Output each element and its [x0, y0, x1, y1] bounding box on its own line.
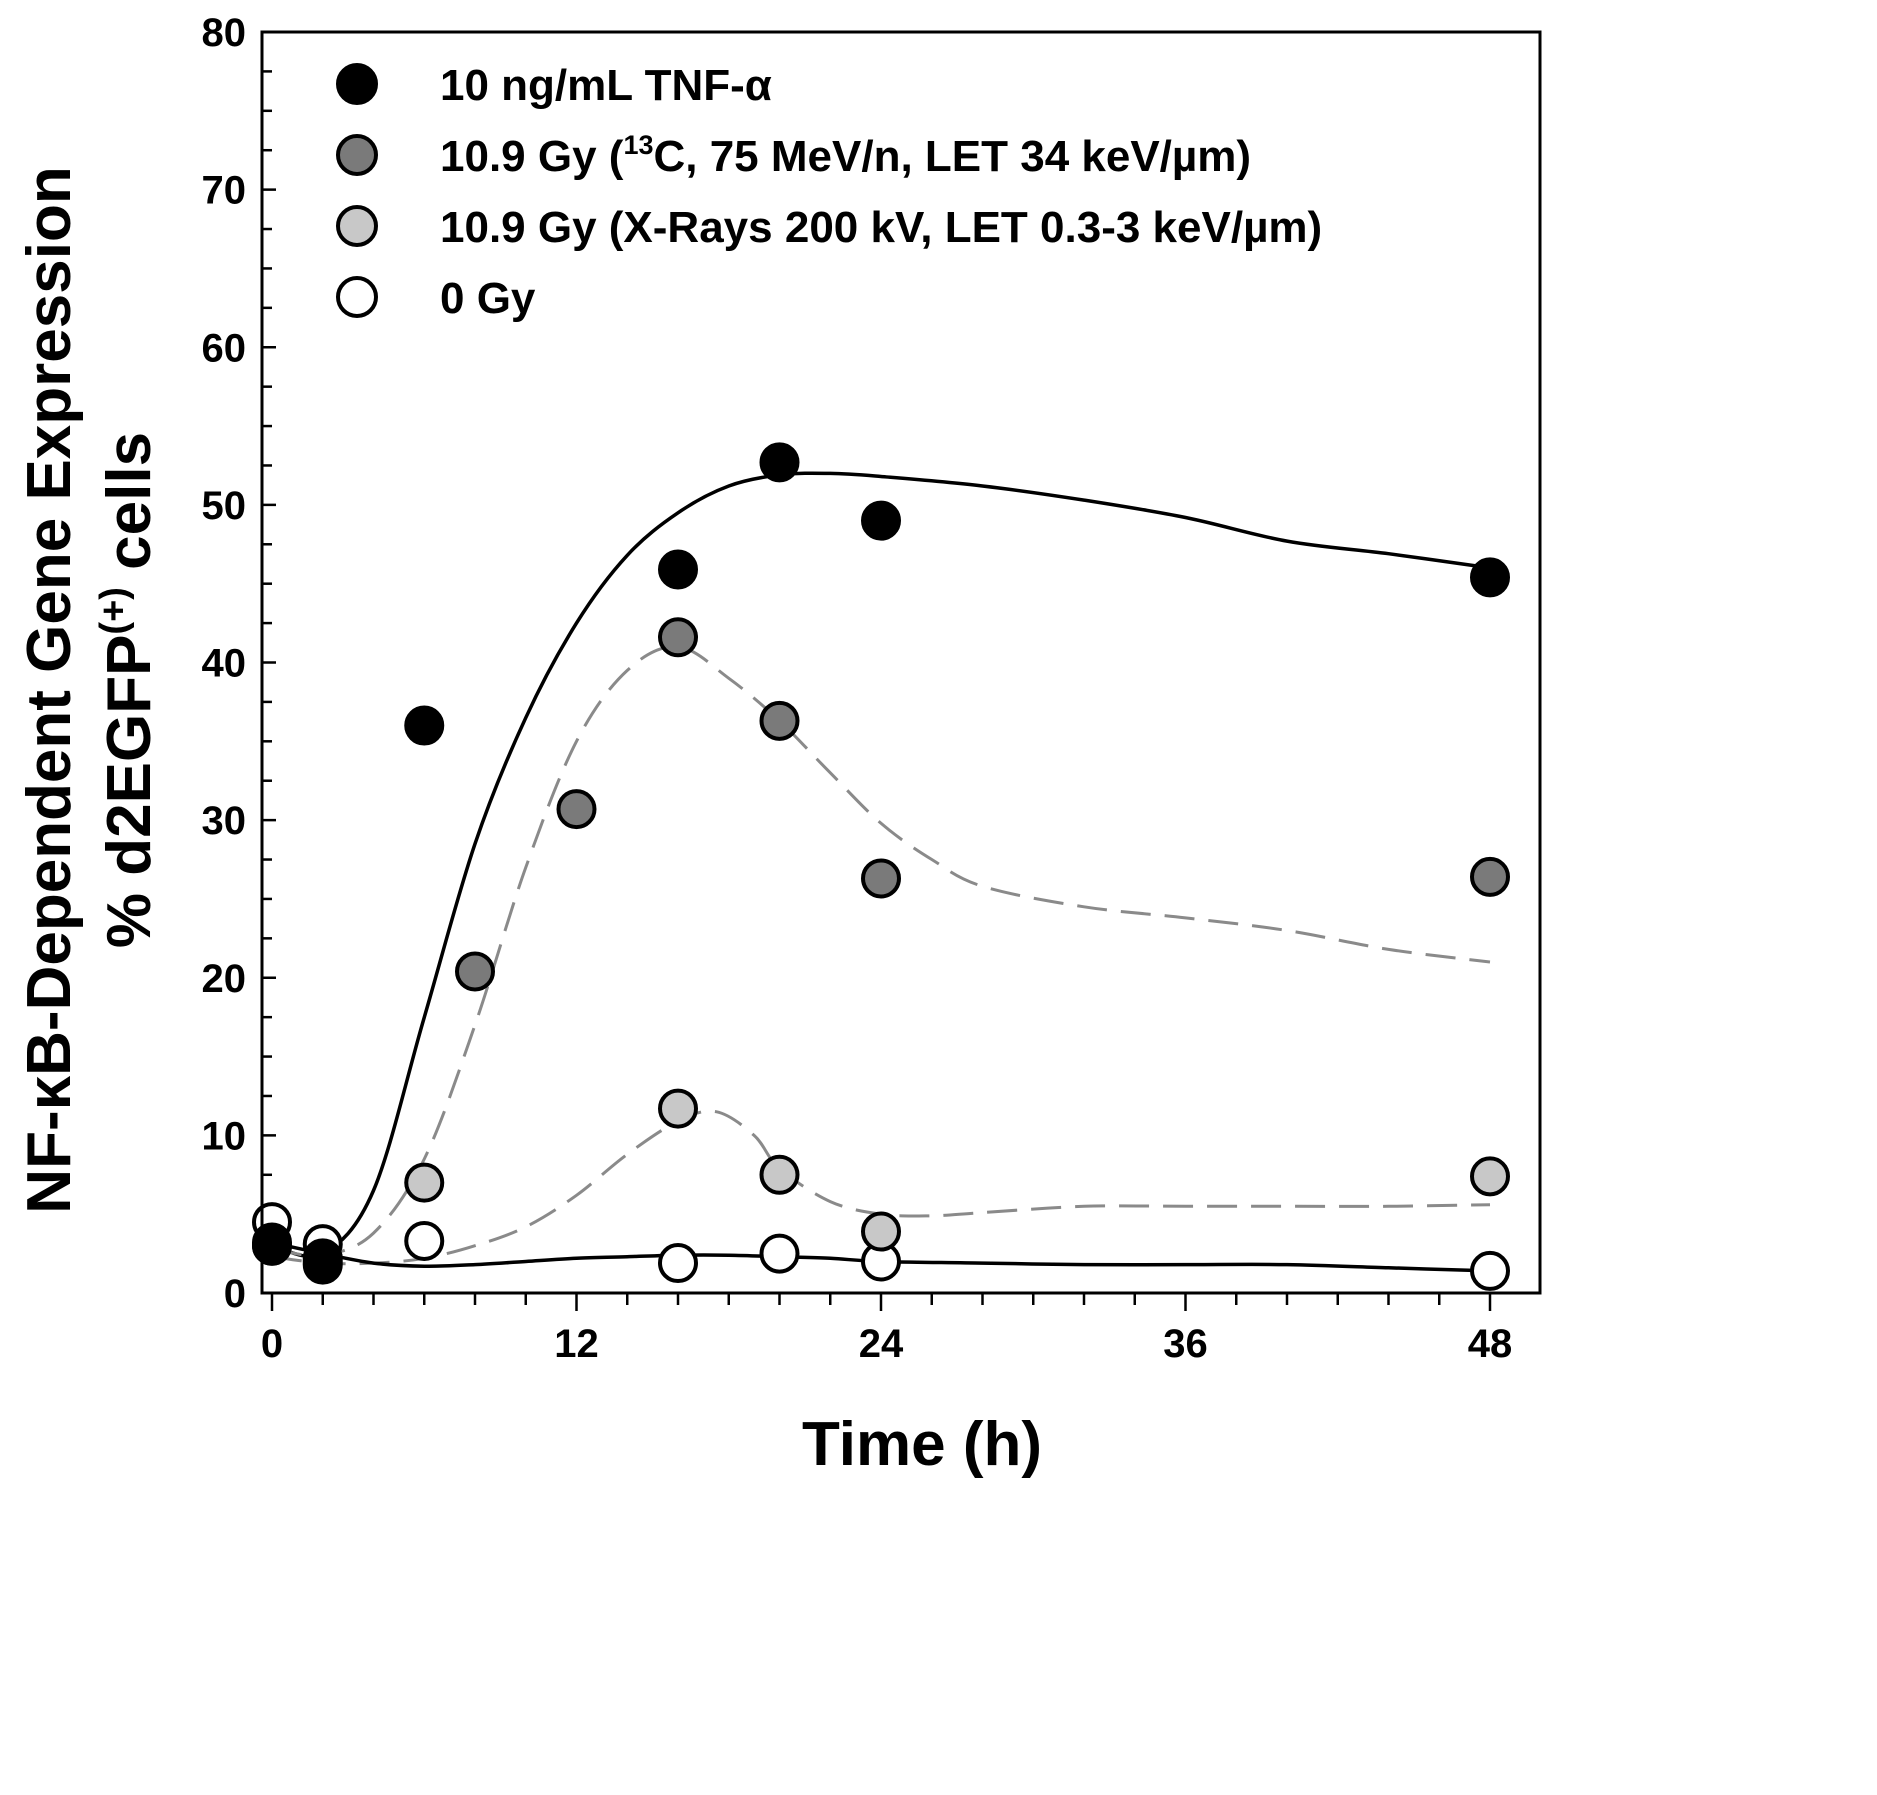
data-points [252, 442, 1510, 1291]
legend: 10 ng/mL TNF-α 10.9 Gy (13C, 75 MeV/n, L… [336, 61, 1322, 323]
fit-curve-series-2 [271, 1109, 1491, 1266]
y-tick-label: 60 [202, 326, 247, 370]
x-tick-label: 0 [261, 1322, 283, 1366]
data-point-series-0 [302, 1238, 343, 1279]
legend-marker-tnf [336, 63, 378, 105]
legend-label-xray: 10.9 Gy (X-Rays 200 kV, LET 0.3-3 keV/µm… [440, 203, 1322, 252]
y-axis-title-line2-suffix: cells [95, 432, 164, 587]
fit-curve-series-1 [271, 645, 1491, 1258]
legend-marker-control [336, 276, 378, 318]
y-tick-label: 80 [202, 11, 247, 55]
data-point-series-1 [556, 789, 597, 830]
legend-label-tnf: 10 ng/mL TNF-α [440, 61, 772, 110]
y-axis-title-line2: % d2EGFP(+) cells [93, 432, 164, 948]
data-point-series-1 [455, 951, 495, 992]
x-tick-label: 12 [554, 1322, 599, 1366]
data-point-series-0 [658, 549, 698, 590]
legend-item-control: 0 Gy [336, 274, 536, 323]
x-tick-label: 48 [1468, 1322, 1513, 1366]
legend-item-xray: 10.9 Gy (X-Rays 200 kV, LET 0.3-3 keV/µm… [336, 203, 1322, 252]
data-point-series-1 [658, 617, 698, 658]
y-tick-label: 10 [202, 1114, 247, 1158]
data-point-series-3 [658, 1243, 698, 1284]
data-point-series-2 [404, 1162, 445, 1203]
y-tick-label: 50 [202, 484, 247, 528]
tick-labels: 0 10 20 30 40 50 60 70 80 0 12 24 36 48 [202, 11, 1513, 1366]
legend-item-tnf: 10 ng/mL TNF-α [336, 61, 772, 110]
y-tick-label: 30 [202, 799, 247, 843]
y-tick-label: 70 [202, 169, 247, 213]
axis-ticks [262, 30, 1492, 1311]
data-point-series-3 [1470, 1250, 1510, 1291]
plot-area-frame [260, 30, 1542, 1295]
data-point-series-1 [1470, 856, 1510, 897]
y-tick-label: 0 [224, 1272, 246, 1316]
legend-label-control: 0 Gy [440, 274, 536, 323]
y-axis-title: NF-κB-Dependent Gene Expression % d2EGFP… [15, 166, 164, 1213]
data-point-series-0 [404, 705, 445, 746]
fit-curve-series-0 [271, 471, 1491, 1259]
legend-label-carbon-suffix: C, 75 MeV/n, LET 34 keV/µm) [653, 132, 1251, 181]
legend-label-carbon: 10.9 Gy (13C, 75 MeV/n, LET 34 keV/µm) [440, 130, 1251, 181]
data-point-series-2 [1470, 1156, 1510, 1197]
data-point-series-1 [861, 858, 901, 899]
data-point-series-0 [759, 442, 800, 483]
x-tick-label: 24 [859, 1322, 904, 1366]
data-point-series-2 [861, 1211, 901, 1252]
legend-marker-xray [336, 205, 378, 247]
y-axis-title-line2-prefix: % d2EGFP [95, 635, 164, 949]
data-point-series-3 [404, 1220, 445, 1261]
x-axis-title: Time (h) [802, 1410, 1042, 1479]
legend-label-carbon-prefix: 10.9 Gy ( [440, 132, 624, 181]
legend-label-carbon-superscript: 13 [623, 130, 653, 160]
data-point-series-0 [252, 1222, 292, 1263]
legend-marker-carbon [336, 134, 378, 176]
y-tick-label: 40 [202, 642, 247, 686]
data-point-series-1 [759, 700, 800, 741]
legend-item-carbon: 10.9 Gy (13C, 75 MeV/n, LET 34 keV/µm) [336, 130, 1251, 181]
fit-curves [271, 471, 1491, 1273]
data-point-series-3 [759, 1233, 800, 1274]
data-point-series-2 [759, 1154, 800, 1195]
y-axis-title-line1: NF-κB-Dependent Gene Expression [15, 166, 84, 1213]
data-point-series-2 [658, 1088, 698, 1129]
y-tick-label: 20 [202, 957, 247, 1001]
y-axis-title-line2-superscript: (+) [93, 587, 135, 635]
data-point-series-0 [1470, 557, 1510, 598]
x-tick-label: 36 [1163, 1322, 1208, 1366]
data-point-series-0 [861, 500, 901, 541]
